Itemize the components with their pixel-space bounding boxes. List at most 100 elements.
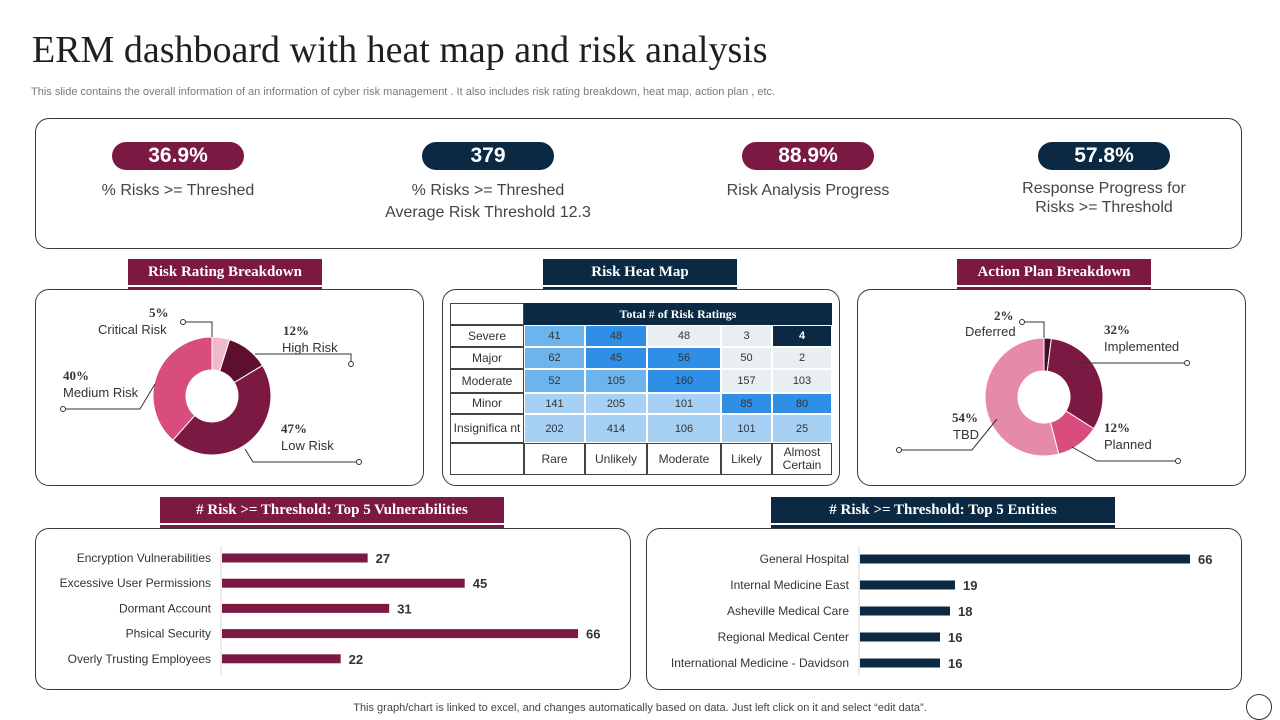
- action-plan-leader-dot: [896, 447, 902, 453]
- kpi-2: 379 % Risks >= Threshed Average Risk Thr…: [358, 142, 618, 224]
- entity-bar: [860, 632, 940, 642]
- kpi-2-label: % Risks >= Threshed: [411, 182, 565, 199]
- heat-map-corner-bottom: [450, 443, 524, 475]
- vulnerability-bar: [222, 603, 390, 613]
- heat-map-cell: 48: [647, 325, 721, 347]
- heat-map-cell: 101: [647, 393, 721, 414]
- medium-risk-name: Medium Risk: [63, 385, 139, 400]
- kpi-4-sublabel: Risks >= Threshold: [1035, 199, 1173, 216]
- risk-rating-leader-dot: [180, 319, 186, 325]
- heat-map-cell: 25: [772, 414, 832, 443]
- entities-header-underline: [771, 525, 1115, 528]
- heat-map-header: Risk Heat Map: [543, 259, 737, 290]
- action-plan-leader-line: [1071, 446, 1178, 462]
- action-plan-leader-line: [899, 418, 998, 451]
- implemented-name: Implemented: [1104, 339, 1180, 354]
- kpi-4-label: Response Progress for: [1022, 180, 1186, 197]
- action-plan-leader-dot: [1175, 458, 1181, 464]
- heat-map-corner: [450, 303, 524, 325]
- vulnerability-value-label: 66: [586, 627, 600, 642]
- heat-map-column-label: Almost Certain: [772, 443, 832, 475]
- risk-rating-leader-line: [63, 383, 156, 410]
- heat-map-column-label: Unlikely: [585, 443, 647, 475]
- risk-rating-header-label: Risk Rating Breakdown: [128, 259, 322, 285]
- heat-map-cell: 141: [524, 393, 585, 414]
- kpi-2-value: 379: [422, 142, 554, 170]
- medium-risk-value: 40%: [63, 368, 89, 383]
- heat-map-row-label: Major: [450, 347, 524, 369]
- risk-rating-slice-medium-risk: [152, 336, 213, 441]
- critical-risk-value: 5%: [149, 305, 169, 320]
- heat-map-cell: 3: [721, 325, 772, 347]
- risk-heat-map: Total # of Risk Ratings Severe 41 48 48 3 4 Ma…: [450, 303, 832, 475]
- kpi-4: 57.8% Response Progress for Risks >= Thr…: [1004, 142, 1204, 217]
- heat-map-cell: 50: [721, 347, 772, 369]
- vulnerabilities-header: # Risk >= Threshold: Top 5 Vulnerabiliti…: [160, 497, 504, 528]
- implemented-label: 32%: [1104, 322, 1130, 338]
- entities-bar-chart: General Hospital 66 Internal Medicine East…: [671, 546, 1212, 676]
- planned-label: 12%: [1104, 420, 1130, 436]
- kpi-1-value: 36.9%: [112, 142, 244, 170]
- action-plan-header-label: Action Plan Breakdown: [957, 259, 1151, 285]
- heat-map-cell: 48: [585, 325, 647, 347]
- risk-rating-donut-chart: [60, 319, 362, 465]
- risk-rating-leader-line: [183, 321, 213, 337]
- entity-bar: [860, 606, 950, 616]
- tbd-label: 54%: [952, 410, 978, 426]
- entity-category-label: Asheville Medical Care: [727, 604, 849, 618]
- action-plan-leader-dot: [1019, 319, 1025, 325]
- vulnerability-value-label: 31: [397, 601, 411, 616]
- vulnerability-value-label: 45: [473, 576, 487, 591]
- kpi-1-label: % Risks >= Threshed: [101, 182, 255, 199]
- risk-rating-slice-low-risk: [172, 364, 272, 456]
- vulnerability-value-label: 22: [349, 652, 363, 667]
- deferred-name: Deferred: [965, 324, 1016, 339]
- heat-map-cell: 103: [772, 369, 832, 393]
- corner-circle: [1246, 694, 1272, 720]
- risk-rating-leader-line: [244, 448, 359, 463]
- high-risk-label: 12%: [283, 323, 309, 339]
- risk-rating-leader-line: [255, 353, 352, 364]
- action-plan-leader-line: [1022, 321, 1045, 338]
- heat-map-title: Total # of Risk Ratings: [524, 303, 832, 325]
- heat-map-cell: 80: [772, 393, 832, 414]
- heat-map-column-label: Likely: [721, 443, 772, 475]
- heat-map-cell: 62: [524, 347, 585, 369]
- tbd-name: TBD: [953, 427, 979, 442]
- page-subtitle: This slide contains the overall informat…: [31, 86, 776, 98]
- action-plan-donut-chart: [896, 319, 1190, 464]
- risk-rating-panel: [35, 289, 424, 486]
- implemented-value: 32%: [1104, 322, 1130, 337]
- page-title: ERM dashboard with heat map and risk ana…: [32, 29, 768, 71]
- action-plan-slice-tbd: [984, 337, 1060, 457]
- heat-map-cell: 202: [524, 414, 585, 443]
- vulnerabilities-bar-chart: Encryption Vulnerabilities 27 Excessive Us…: [60, 546, 600, 676]
- heat-map-column-label: Moderate: [647, 443, 721, 475]
- entity-category-label: Internal Medicine East: [730, 578, 849, 592]
- vulnerability-bar: [222, 578, 465, 588]
- heat-map-cell: 106: [647, 414, 721, 443]
- vulnerability-category-label: Overly Trusting Employees: [68, 652, 211, 666]
- kpi-1: 36.9% % Risks >= Threshed: [78, 142, 278, 202]
- kpi-3-value: 88.9%: [742, 142, 874, 170]
- heat-map-cell: 4: [772, 325, 832, 347]
- kpi-3: 88.9% Risk Analysis Progress: [708, 142, 908, 202]
- high-risk-name: High Risk: [282, 340, 338, 355]
- heat-map-cell: 56: [647, 347, 721, 369]
- heat-map-row-label: Insignifica nt: [450, 414, 524, 443]
- heat-map-header-underline: [543, 287, 737, 290]
- action-plan-leader-dot: [1184, 360, 1190, 366]
- risk-rating-header: Risk Rating Breakdown: [128, 259, 322, 290]
- critical-risk-label: 5%: [149, 305, 169, 321]
- entities-header: # Risk >= Threshold: Top 5 Entities: [771, 497, 1115, 528]
- high-risk-value: 12%: [283, 323, 309, 338]
- action-plan-header: Action Plan Breakdown: [957, 259, 1151, 290]
- risk-rating-header-underline: [128, 287, 322, 290]
- entity-value-label: 16: [948, 656, 962, 671]
- entity-value-label: 16: [948, 630, 962, 645]
- kpi-2-sublabel: Average Risk Threshold 12.3: [385, 204, 591, 221]
- entity-bar: [860, 658, 940, 668]
- kpi-panel: [35, 118, 1242, 249]
- heat-map-cell: 45: [585, 347, 647, 369]
- risk-rating-leader-dot: [348, 361, 354, 367]
